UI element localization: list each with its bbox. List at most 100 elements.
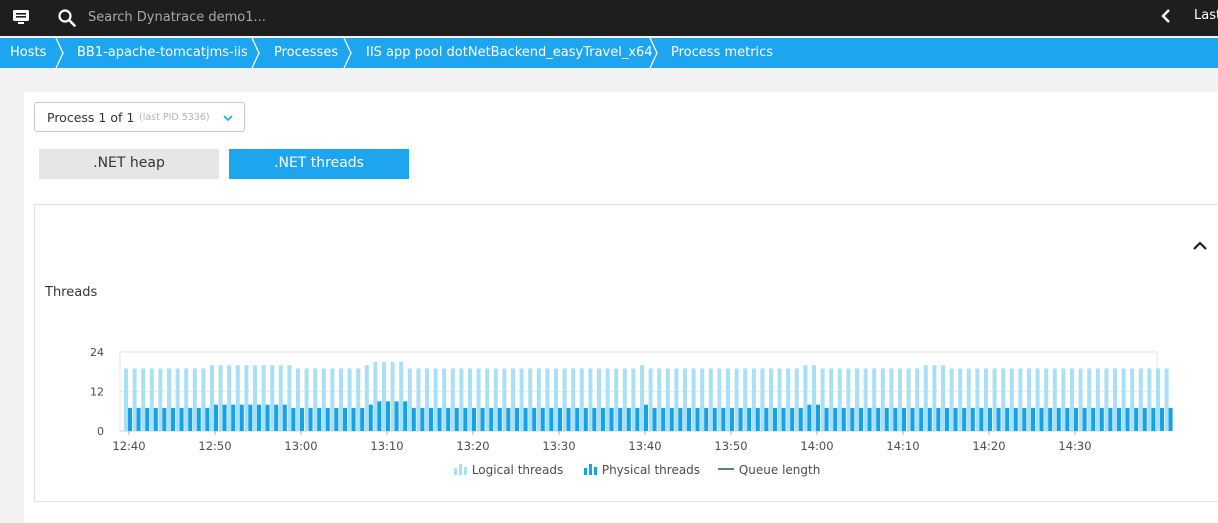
- logical-threads-bar: [992, 368, 997, 431]
- logical-threads-bar: [700, 368, 705, 431]
- physical-threads-bar: [1039, 407, 1044, 431]
- physical-threads-bar: [1048, 407, 1053, 431]
- timeframe-selector[interactable]: Last: [1194, 8, 1218, 23]
- physical-threads-bar: [566, 407, 571, 431]
- breadcrumb-host[interactable]: BB1-apache-tomcatjms-iis: [77, 45, 248, 60]
- physical-threads-bar: [274, 404, 279, 431]
- physical-threads-bar: [300, 407, 304, 431]
- breadcrumb-separator-icon: [343, 38, 352, 68]
- physical-threads-bar: [377, 401, 382, 431]
- physical-threads-bar: [807, 404, 812, 431]
- chart-legend: Logical threads Physical threads Queue l…: [0, 463, 1218, 481]
- physical-threads-bar: [1099, 407, 1104, 431]
- logical-threads-bar: [192, 368, 197, 431]
- physical-threads-bar: [876, 407, 881, 431]
- breadcrumb-processes[interactable]: Processes: [274, 45, 339, 60]
- logical-threads-bar: [1027, 368, 1031, 431]
- logical-threads-bar: [390, 361, 395, 431]
- logical-threads-bar: [1113, 368, 1117, 431]
- logical-threads-bar: [726, 368, 730, 431]
- physical-threads-bar: [1091, 407, 1096, 431]
- logical-threads-bar: [218, 365, 223, 431]
- logical-threads-bar: [450, 368, 455, 431]
- physical-threads-bar: [970, 407, 975, 431]
- physical-threads-bar: [988, 407, 992, 431]
- x-tick-label: 13:40: [628, 439, 661, 453]
- physical-threads-bar: [618, 407, 623, 431]
- physical-threads-bar: [1031, 407, 1035, 431]
- physical-threads-bar: [454, 407, 459, 431]
- physical-threads-bar: [609, 407, 614, 431]
- logical-threads-bar: [502, 368, 507, 431]
- x-tick-label: 13:20: [456, 439, 489, 453]
- physical-threads-bar: [1134, 407, 1139, 431]
- physical-threads-bar: [704, 407, 709, 431]
- physical-threads-bar: [953, 407, 958, 431]
- logical-threads-bar: [149, 368, 154, 431]
- x-tick-label: 14:10: [886, 439, 919, 453]
- physical-threads-bar: [472, 407, 476, 431]
- physical-threads-bar: [1142, 407, 1147, 431]
- logical-threads-bar: [1104, 368, 1109, 431]
- logical-threads-bar: [648, 368, 653, 431]
- physical-threads-bar: [188, 407, 193, 431]
- logical-threads-bar: [1078, 368, 1083, 431]
- physical-threads-bar: [386, 401, 390, 431]
- logical-threads-bar: [640, 365, 644, 431]
- logical-threads-bar: [777, 368, 782, 431]
- chevron-left-icon[interactable]: [1160, 8, 1172, 24]
- physical-threads-bar: [652, 407, 657, 431]
- legend-queue-length[interactable]: Queue length: [718, 463, 820, 477]
- logical-threads-bar: [407, 368, 412, 431]
- logical-threads-bar: [1009, 368, 1014, 431]
- physical-threads-bar: [626, 407, 631, 431]
- logical-threads-bar: [966, 368, 971, 431]
- process-selector[interactable]: Process 1 of 1 (last PID 5336): [34, 102, 245, 132]
- physical-threads-bar: [773, 407, 777, 431]
- logical-threads-bar: [399, 361, 404, 431]
- physical-threads-bar: [867, 407, 872, 431]
- physical-threads-bar: [239, 404, 244, 431]
- physical-threads-bar: [1082, 407, 1087, 431]
- logical-threads-bar: [124, 368, 128, 431]
- x-tick-label: 14:30: [1058, 439, 1091, 453]
- x-tick-label: 13:50: [714, 439, 747, 453]
- legend-physical-threads[interactable]: Physical threads: [583, 463, 700, 477]
- logical-threads-bar: [932, 365, 937, 431]
- logical-threads-bar: [476, 368, 481, 431]
- breadcrumb-hosts[interactable]: Hosts: [10, 45, 47, 60]
- breadcrumb-process-metrics[interactable]: Process metrics: [671, 45, 774, 60]
- physical-threads-bar: [171, 407, 175, 431]
- physical-threads-bar: [824, 407, 829, 431]
- search-icon[interactable]: [57, 8, 77, 28]
- legend-logical-threads[interactable]: Logical threads: [453, 463, 563, 477]
- breadcrumb: Hosts BB1-apache-tomcatjms-iis Processes…: [0, 38, 1218, 68]
- chart-card: [34, 204, 1218, 502]
- logical-threads-bar: [614, 368, 619, 431]
- breadcrumb-process[interactable]: IIS app pool dotNetBackend_easyTravel_x6…: [366, 45, 653, 60]
- logical-threads-bar: [184, 368, 189, 431]
- x-tick-label: 13:10: [370, 439, 403, 453]
- physical-threads-bar: [196, 407, 201, 431]
- menu-icon[interactable]: [12, 9, 30, 25]
- logical-threads-bar: [622, 368, 627, 431]
- logical-threads-bar: [253, 365, 257, 431]
- logical-threads-bar: [812, 365, 816, 431]
- physical-threads-bar: [136, 407, 141, 431]
- logical-threads-bar: [984, 368, 988, 431]
- x-tick-label: 12:50: [198, 439, 231, 453]
- tab-net-threads[interactable]: .NET threads: [229, 149, 409, 179]
- legend-physical-threads-label: Physical threads: [601, 463, 701, 477]
- logical-threads-bar: [691, 368, 696, 431]
- search-input[interactable]: [88, 6, 448, 28]
- physical-threads-bar: [583, 407, 588, 431]
- logical-threads-bar: [941, 365, 945, 431]
- chevron-up-icon[interactable]: [1191, 238, 1209, 252]
- logical-threads-bar: [1138, 368, 1143, 431]
- physical-threads-bar: [790, 407, 795, 431]
- logical-threads-bar: [167, 368, 171, 431]
- tab-net-heap[interactable]: .NET heap: [39, 149, 219, 179]
- logical-threads-bar: [1087, 368, 1092, 431]
- physical-threads-bar: [945, 407, 949, 431]
